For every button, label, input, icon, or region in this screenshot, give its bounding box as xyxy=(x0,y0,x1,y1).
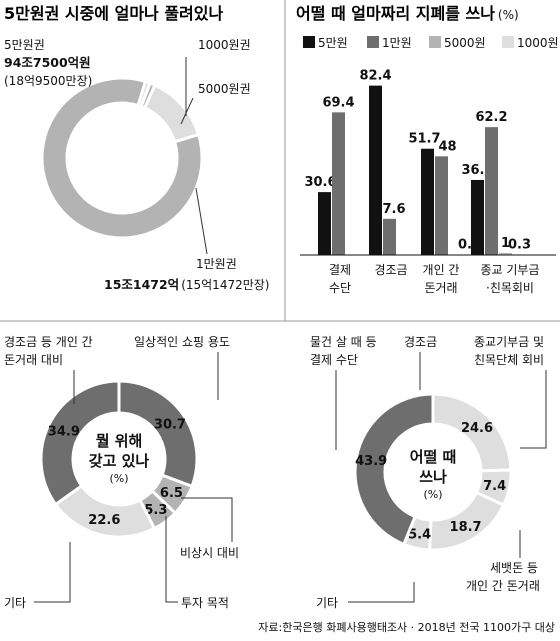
circulation-slice-3 xyxy=(40,76,204,240)
source-note: 자료:한국은행 화폐사용행태조사 · 2018년 전국 1100가구 대상 xyxy=(258,621,555,634)
bar-value-label-2-0: 51.7 xyxy=(408,132,440,147)
spending-center-line1: 어떨 때 xyxy=(410,448,457,466)
leader-line-religious xyxy=(520,370,547,449)
holding-value-label-3: 22.6 xyxy=(88,513,120,528)
legend-swatch-0 xyxy=(303,36,315,48)
spending-label-other: 기타 xyxy=(316,596,338,610)
bar-2-0 xyxy=(421,148,434,255)
holding-label-emergency: 비상시 대비 xyxy=(180,546,239,560)
leader-line-spending-other xyxy=(348,582,415,603)
circulation-label-ten-value: 15조1472억 (15억1472만장) xyxy=(104,277,269,292)
leader-line-ten xyxy=(195,187,208,255)
spending-center-unit: (%) xyxy=(423,488,442,501)
circulation-title: 5만원권 시중에 얼마나 풀려있나 xyxy=(4,4,223,23)
legend-label-0: 5만원 xyxy=(318,36,348,50)
circulation-label-fifty-count: (18억9500만장) xyxy=(4,74,92,88)
holding-label-personal-1: 경조금 등 개인 간 xyxy=(4,335,93,349)
category-label-2-line1: 개인 간 xyxy=(423,263,460,277)
spending-donut: 24.6 7.4 18.7 5.4 43.9 xyxy=(353,392,513,552)
bar-2-1 xyxy=(435,156,448,255)
spending-value-label-2: 18.7 xyxy=(450,520,482,535)
leader-line-five-thousand xyxy=(180,97,194,125)
spending-value-label-4: 43.9 xyxy=(355,454,387,469)
spending-label-religious-2: 친목단체 회비 xyxy=(474,353,544,367)
holding-label-investment: 투자 목적 xyxy=(181,596,229,610)
category-label-3-line2: ·친목회비 xyxy=(486,281,534,295)
legend-label-3: 1000원 xyxy=(517,36,559,50)
leader-line-emergency xyxy=(181,497,233,542)
circulation-label-fifty-name: 5만원권 xyxy=(4,38,45,52)
holding-value-label-0: 30.7 xyxy=(154,418,186,433)
circulation-label-thousand: 1000원권 xyxy=(198,38,251,52)
leader-line-investment xyxy=(165,516,178,603)
holding-value-label-4: 34.9 xyxy=(48,425,80,440)
bar-value-label-1-1: 17.6 xyxy=(373,202,405,217)
spending-slice-4 xyxy=(353,392,435,547)
usage-title-group: 어떨 때 얼마짜리 지폐를 쓰나 (%) xyxy=(296,4,519,23)
circulation-slice-2 xyxy=(142,83,201,144)
holding-value-label-2: 5.3 xyxy=(144,503,167,518)
leader-line-other xyxy=(34,542,71,603)
holding-label-shopping: 일상적인 쇼핑 용도 xyxy=(134,335,230,349)
legend-label-2: 5000원 xyxy=(444,36,486,50)
spending-value-label-1: 7.4 xyxy=(483,479,506,494)
bar-0-1 xyxy=(332,112,345,255)
holding-slice-0 xyxy=(117,379,199,489)
holding-value-label-1: 6.5 xyxy=(160,486,183,501)
circulation-label-ten-name: 1만원권 xyxy=(196,257,237,271)
holding-center-line1: 뭘 위해 xyxy=(96,432,143,450)
spending-label-newyear-1: 세뱃돈 등 xyxy=(490,561,538,575)
category-label-0-line1: 결제 xyxy=(329,263,351,277)
spending-label-payment-1: 물건 살 때 등 xyxy=(310,335,377,349)
spending-value-label-0: 24.6 xyxy=(461,421,493,436)
spending-label-payment-2: 결제 수단 xyxy=(310,353,358,367)
legend-swatch-3 xyxy=(502,36,514,48)
usage-unit: (%) xyxy=(498,8,519,22)
legend-swatch-2 xyxy=(429,36,441,48)
circulation-label-ten-amount: 15조1472억 xyxy=(104,277,179,292)
holding-slice-4 xyxy=(39,379,121,507)
category-label-1-line1: 경조금 xyxy=(374,263,407,277)
category-label-2-line2: 돈거래 xyxy=(424,281,457,295)
spending-label-condolence: 경조금 xyxy=(404,335,437,349)
bar-0-0 xyxy=(318,192,331,255)
spending-label-newyear-2: 개인 간 돈거래 xyxy=(466,579,540,593)
circulation-label-fifty-value: 94조7500억원 xyxy=(4,55,91,70)
holding-label-other: 기타 xyxy=(4,596,26,610)
usage-legend: 5만원 1만원 5000원 1000원 xyxy=(303,36,559,50)
holding-center-unit: (%) xyxy=(109,472,128,485)
circulation-donut xyxy=(40,76,204,240)
legend-label-1: 1만원 xyxy=(382,36,412,50)
bar-1-0 xyxy=(369,85,382,255)
holding-label-personal-2: 돈거래 대비 xyxy=(4,353,63,367)
bar-value-label-3-1: 62.2 xyxy=(475,110,507,125)
bar-3-0 xyxy=(471,179,484,255)
bar-3-1 xyxy=(485,127,498,255)
category-label-0-line2: 수단 xyxy=(329,281,351,295)
bar-value-label-0-0: 30.6 xyxy=(304,175,336,190)
bar-value-label-3-2: 1 xyxy=(501,236,510,251)
bar-3-2 xyxy=(499,252,512,255)
spending-value-label-3: 5.4 xyxy=(408,528,431,543)
bar-value-label-3-3: 0.3 xyxy=(508,237,531,252)
circulation-label-ten-count: (15억1472만장) xyxy=(181,278,269,292)
circulation-label-five-thousand: 5000원권 xyxy=(198,82,251,96)
category-label-3-line1: 종교 기부금 xyxy=(480,263,539,277)
holding-donut: 30.7 6.5 5.3 22.6 34.9 xyxy=(39,379,199,539)
usage-title: 어떨 때 얼마짜리 지폐를 쓰나 xyxy=(296,4,495,23)
bar-value-label-2-1: 48 xyxy=(438,139,456,154)
spending-center-line2: 쓰나 xyxy=(419,468,447,486)
bar-value-label-0-1: 69.4 xyxy=(322,95,354,110)
bar-value-label-1-0: 82.4 xyxy=(359,69,391,84)
spending-label-religious-1: 종교기부금 및 xyxy=(474,335,544,349)
legend-swatch-1 xyxy=(367,36,379,48)
bar-1-1 xyxy=(383,218,396,255)
holding-center-line2: 갖고 있나 xyxy=(89,452,150,470)
